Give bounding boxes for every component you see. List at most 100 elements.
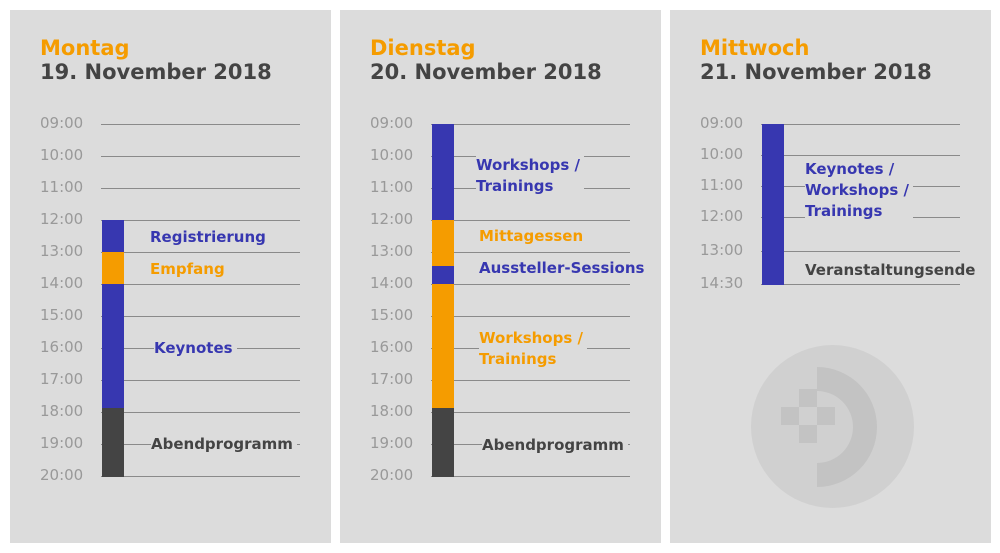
time-label: 12:00 [370,210,414,228]
event-bar-abendprogramm [102,408,124,477]
time-label: 16:00 [370,338,414,356]
time-label: 19:00 [40,434,84,452]
time-label: 15:00 [370,306,414,324]
event-label: Abendprogramm [151,434,297,455]
hour-row: 14:00 [40,274,300,292]
time-grid: 09:00 10:00 11:00 12:00 13:00 14:00 15:0… [340,10,661,543]
time-label: 13:00 [40,242,84,260]
event-bar-aussteller-sessions [432,266,454,284]
time-label: 12:00 [700,207,744,225]
hour-row: 17:00 [40,370,300,388]
event-label: Keynotes [154,338,237,359]
grid-line [101,412,300,413]
grid-line [431,316,630,317]
grid-line [101,316,300,317]
event-label: Veranstaltungsende [805,260,980,281]
time-label: 14:30 [700,274,744,292]
time-grid: 09:00 10:00 11:00 12:00 13:00 14:30 [670,10,991,543]
event-label-line: Trainings [479,350,557,368]
grid-line [431,252,630,253]
event-label: Keynotes / Workshops / Trainings [805,159,913,222]
hour-row: 13:00 [40,242,300,260]
date-title: 19. November 2018 [40,60,272,84]
event-bar-mittagessen [432,220,454,266]
time-label: 18:00 [370,402,414,420]
event-label: Registrierung [150,227,270,248]
hour-row: 14:00 [370,274,630,292]
hour-row: 15:00 [370,306,630,324]
grid-line [761,124,960,125]
time-label: 15:00 [40,306,84,324]
time-label: 13:00 [370,242,414,260]
day-panel-monday: Montag 19. November 2018 09:00 10:00 11:… [10,10,331,543]
hour-row: 17:00 [370,370,630,388]
time-label: 13:00 [700,241,744,259]
event-label-line: Workshops / [476,156,580,174]
grid-line [431,380,630,381]
event-bar-registrierung [102,220,124,252]
hour-row: 20:00 [370,466,630,484]
weekday-title: Montag [40,36,130,60]
time-label: 10:00 [40,146,84,164]
hour-row: 10:00 [700,145,960,163]
time-label: 18:00 [40,402,84,420]
event-label: Empfang [150,259,229,280]
grid-line [101,380,300,381]
time-label: 12:00 [40,210,84,228]
event-label-line: Keynotes / [805,160,895,178]
hour-row: 18:00 [370,402,630,420]
time-label: 20:00 [370,466,414,484]
time-label: 17:00 [40,370,84,388]
time-label: 14:00 [40,274,84,292]
time-label: 11:00 [40,178,84,196]
event-bar-workshops-afternoon [432,284,454,408]
grid-line [101,284,300,285]
date-title: 21. November 2018 [700,60,932,84]
event-bar-keynotes [102,284,124,408]
hour-row: 15:00 [40,306,300,324]
hour-row: 14:30 [700,274,960,292]
time-label: 19:00 [370,434,414,452]
day-panel-tuesday: Dienstag 20. November 2018 09:00 10:00 1… [340,10,661,543]
time-label: 10:00 [370,146,414,164]
weekday-title: Mittwoch [700,36,810,60]
grid-line [431,284,630,285]
event-bar-workshops-morning [432,124,454,220]
time-label: 11:00 [700,176,744,194]
event-label-line: Workshops / [479,329,583,347]
grid-line [431,476,630,477]
weekday-title: Dienstag [370,36,476,60]
hour-row: 20:00 [40,466,300,484]
event-label: Mittagessen [479,226,588,247]
event-bar-empfang [102,252,124,284]
time-label: 09:00 [40,114,84,132]
grid-line [431,412,630,413]
event-label: Workshops / Trainings [479,328,587,370]
hour-row: 10:00 [40,146,300,164]
time-label: 11:00 [370,178,414,196]
hour-row: 12:00 [370,210,630,228]
time-label: 17:00 [370,370,414,388]
hour-row: 12:00 [40,210,300,228]
time-label: 10:00 [700,145,744,163]
grid-line [101,476,300,477]
event-label-line: Trainings [476,177,554,195]
event-label: Workshops / Trainings [476,155,584,197]
grid-line [431,124,630,125]
hour-row: 18:00 [40,402,300,420]
event-label: Aussteller-Sessions [479,258,649,279]
time-label: 20:00 [40,466,84,484]
event-label-line: Trainings [805,202,883,220]
time-label: 16:00 [40,338,84,356]
grid-line [101,156,300,157]
hour-row: 09:00 [700,114,960,132]
grid-line [101,252,300,253]
hour-row: 11:00 [40,178,300,196]
time-label: 14:00 [370,274,414,292]
grid-line [431,220,630,221]
event-label-line: Workshops / [805,181,909,199]
hour-row: 09:00 [40,114,300,132]
logo-watermark [751,345,914,508]
grid-line [101,220,300,221]
grid-line [761,155,960,156]
